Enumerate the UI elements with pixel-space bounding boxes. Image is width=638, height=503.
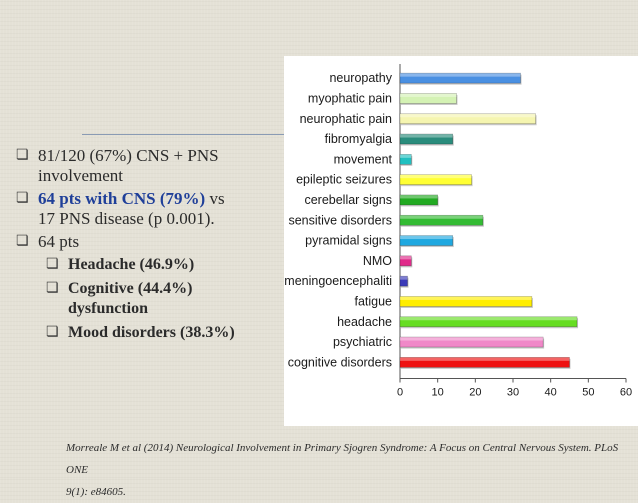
citation: Morreale M et al (2014) Neurological Inv… <box>66 437 626 503</box>
bar <box>399 113 536 125</box>
bar <box>399 174 472 185</box>
sub-bullet-item: ❏ Mood disorders (38.3%) <box>46 323 286 343</box>
bar-highlight <box>400 337 544 341</box>
category-label: neuropathy <box>329 71 392 85</box>
bar-highlight <box>400 215 483 219</box>
category-label: psychiatric <box>333 335 392 349</box>
sub-bullet-item: ❏ Cognitive (44.4%) dysfunction <box>46 279 286 319</box>
title-divider <box>82 134 288 135</box>
bullet-glyph-icon: ❏ <box>46 257 59 272</box>
x-tick-label: 60 <box>620 387 632 399</box>
sub-bullet-text: Headache (46.9%) <box>68 256 195 273</box>
category-label: myophatic pain <box>308 91 392 105</box>
bar-highlight <box>400 113 536 118</box>
bar-highlight <box>400 255 412 260</box>
x-tick-label: 20 <box>469 387 481 399</box>
category-label: epileptic seizures <box>296 173 392 187</box>
bar <box>399 235 454 246</box>
bullet-glyph-icon: ❏ <box>16 148 29 163</box>
sub-bullet-item: ❏ Headache (46.9%) <box>46 255 286 275</box>
bullet-text: vs <box>205 189 225 208</box>
category-label: NMO <box>363 254 392 268</box>
bar <box>399 214 484 226</box>
citation-text: 9(1): e84605. <box>66 486 126 498</box>
bar-highlight <box>400 296 532 300</box>
x-tick-label: 0 <box>397 387 403 399</box>
bar-chart-svg: neuropathy myophatic pain neurophatic pain… <box>284 64 632 399</box>
bullet-list: ❏ 81/120 (67%) CNS + PNS involvement ❏ 6… <box>16 146 286 347</box>
category-label: headache <box>337 315 392 329</box>
bullet-glyph-icon: ❏ <box>46 325 59 340</box>
bar <box>399 255 412 267</box>
bullet-text: 17 PNS disease (p 0.001). <box>38 209 215 228</box>
x-tick-label: 40 <box>545 387 557 399</box>
bar-highlight <box>400 73 521 77</box>
bar <box>399 194 438 206</box>
category-label: sensitive disorders <box>288 213 392 227</box>
bar <box>399 336 544 348</box>
bar-highlight <box>400 357 570 361</box>
bullet-glyph-icon: ❏ <box>16 234 29 249</box>
bar-highlight <box>400 194 438 199</box>
bullet-glyph-icon: ❏ <box>16 191 29 206</box>
citation-text: Morreale M et al (2014) Neurological Inv… <box>66 442 619 476</box>
category-label: meningoencephaliti <box>284 274 392 288</box>
category-label: fibromyalgia <box>325 132 392 146</box>
bullet-text: 64 pts <box>38 232 80 251</box>
x-tick-label: 50 <box>582 387 594 399</box>
sub-bullet-text: Mood disorders (38.3%) <box>68 324 235 341</box>
x-tick-label: 30 <box>507 387 519 399</box>
bullet-item: ❏ 64 pts with CNS (79%) vs 17 PNS diseas… <box>16 189 286 229</box>
sub-bullet-text: dysfunction <box>68 300 149 317</box>
bar <box>399 316 578 328</box>
bar-highlight <box>400 134 453 138</box>
category-label: pyramidal signs <box>305 234 392 248</box>
bullet-item: ❏ 64 pts <box>16 232 286 252</box>
bar <box>399 357 570 368</box>
bullet-glyph-icon: ❏ <box>46 281 59 296</box>
bullet-highlight: 64 pts with CNS (79%) <box>38 189 206 208</box>
bar <box>399 275 408 287</box>
bar <box>399 296 533 307</box>
bullet-text: 81/120 (67%) CNS + PNS <box>38 146 219 165</box>
bar <box>399 133 454 145</box>
category-label: movement <box>334 152 393 166</box>
bar-highlight <box>400 93 457 97</box>
bar <box>399 93 457 104</box>
bar-highlight <box>400 235 453 240</box>
category-label: fatigue <box>354 294 392 308</box>
sub-bullet-text: Cognitive (44.4%) <box>68 280 193 297</box>
category-label: neurophatic pain <box>300 112 392 126</box>
bar <box>399 154 412 165</box>
bar-highlight <box>400 154 412 158</box>
bullet-text: involvement <box>38 166 123 185</box>
bar-highlight <box>400 174 472 179</box>
x-tick-label: 10 <box>432 387 444 399</box>
bar <box>399 72 521 84</box>
bar-highlight <box>400 276 408 280</box>
category-label: cognitive disorders <box>288 355 392 369</box>
bullet-item: ❏ 81/120 (67%) CNS + PNS involvement <box>16 146 286 186</box>
bar-chart: neuropathy myophatic pain neurophatic pain… <box>284 56 638 426</box>
category-label: cerebellar signs <box>304 193 392 207</box>
bar-highlight <box>400 316 578 321</box>
